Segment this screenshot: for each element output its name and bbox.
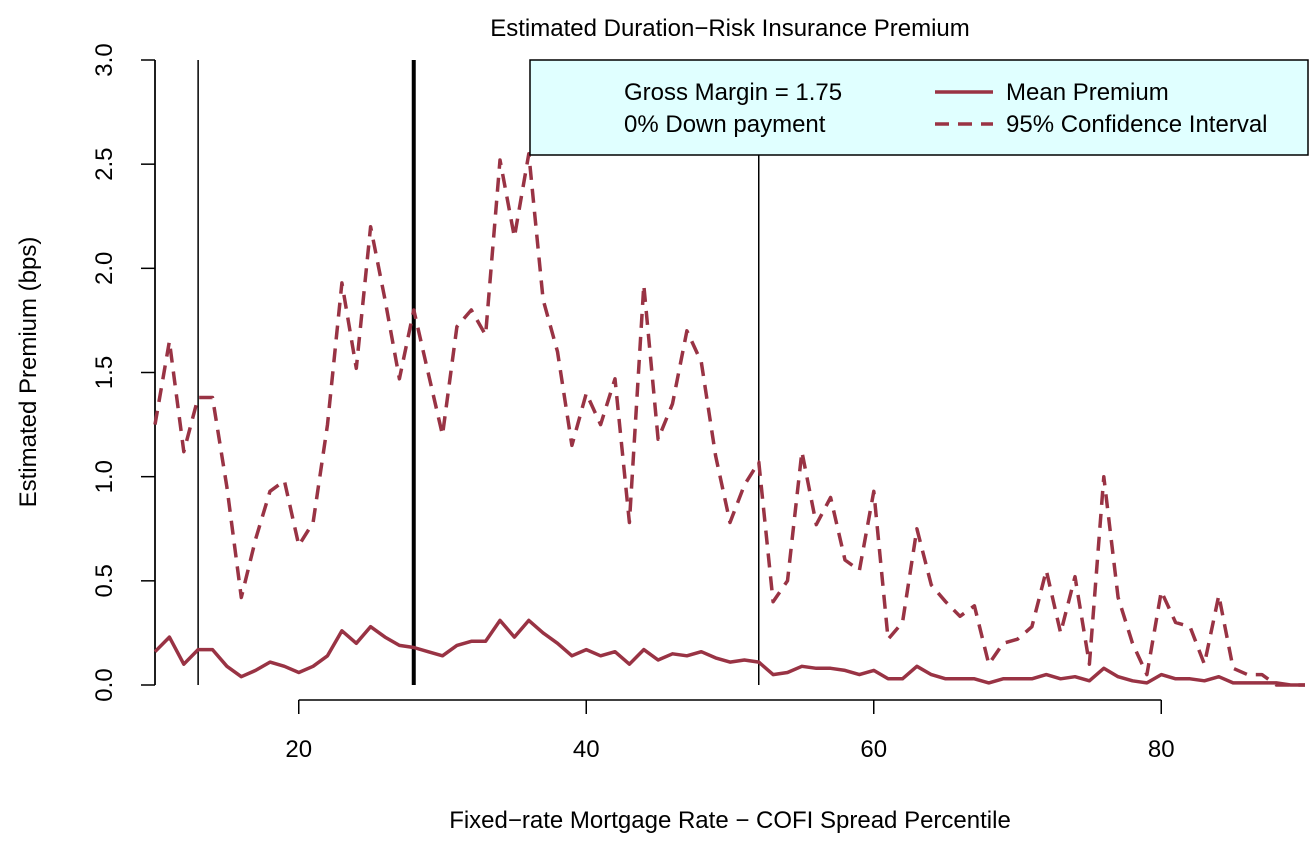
annotation: Gross Margin = 1.75 <box>624 79 842 106</box>
y-tick-label: 1.0 <box>91 460 118 493</box>
x-tick-label: 40 <box>573 736 600 763</box>
x-tick-label: 80 <box>1148 736 1175 763</box>
legend-label: Mean Premium <box>1006 79 1169 106</box>
series-line <box>153 152 1305 687</box>
series-line <box>153 618 1305 687</box>
y-tick-label: 3.0 <box>91 43 118 76</box>
x-axis-label: Fixed−rate Mortgage Rate − COFI Spread P… <box>449 807 1011 834</box>
y-tick-label: 2.0 <box>91 252 118 285</box>
x-tick-label: 20 <box>285 736 312 763</box>
y-axis-label: Estimated Premium (bps) <box>15 237 42 508</box>
chart-title: Estimated Duration−Risk Insurance Premiu… <box>490 15 970 42</box>
y-tick-label: 2.5 <box>91 147 118 180</box>
legend-box <box>529 59 1309 156</box>
y-tick-label: 1.5 <box>91 356 118 389</box>
x-tick-label: 60 <box>860 736 887 763</box>
annotation: 0% Down payment <box>624 111 826 138</box>
legend-label: 95% Confidence Interval <box>1006 111 1268 138</box>
y-tick-label: 0.0 <box>91 668 118 701</box>
y-tick-label: 0.5 <box>91 564 118 597</box>
